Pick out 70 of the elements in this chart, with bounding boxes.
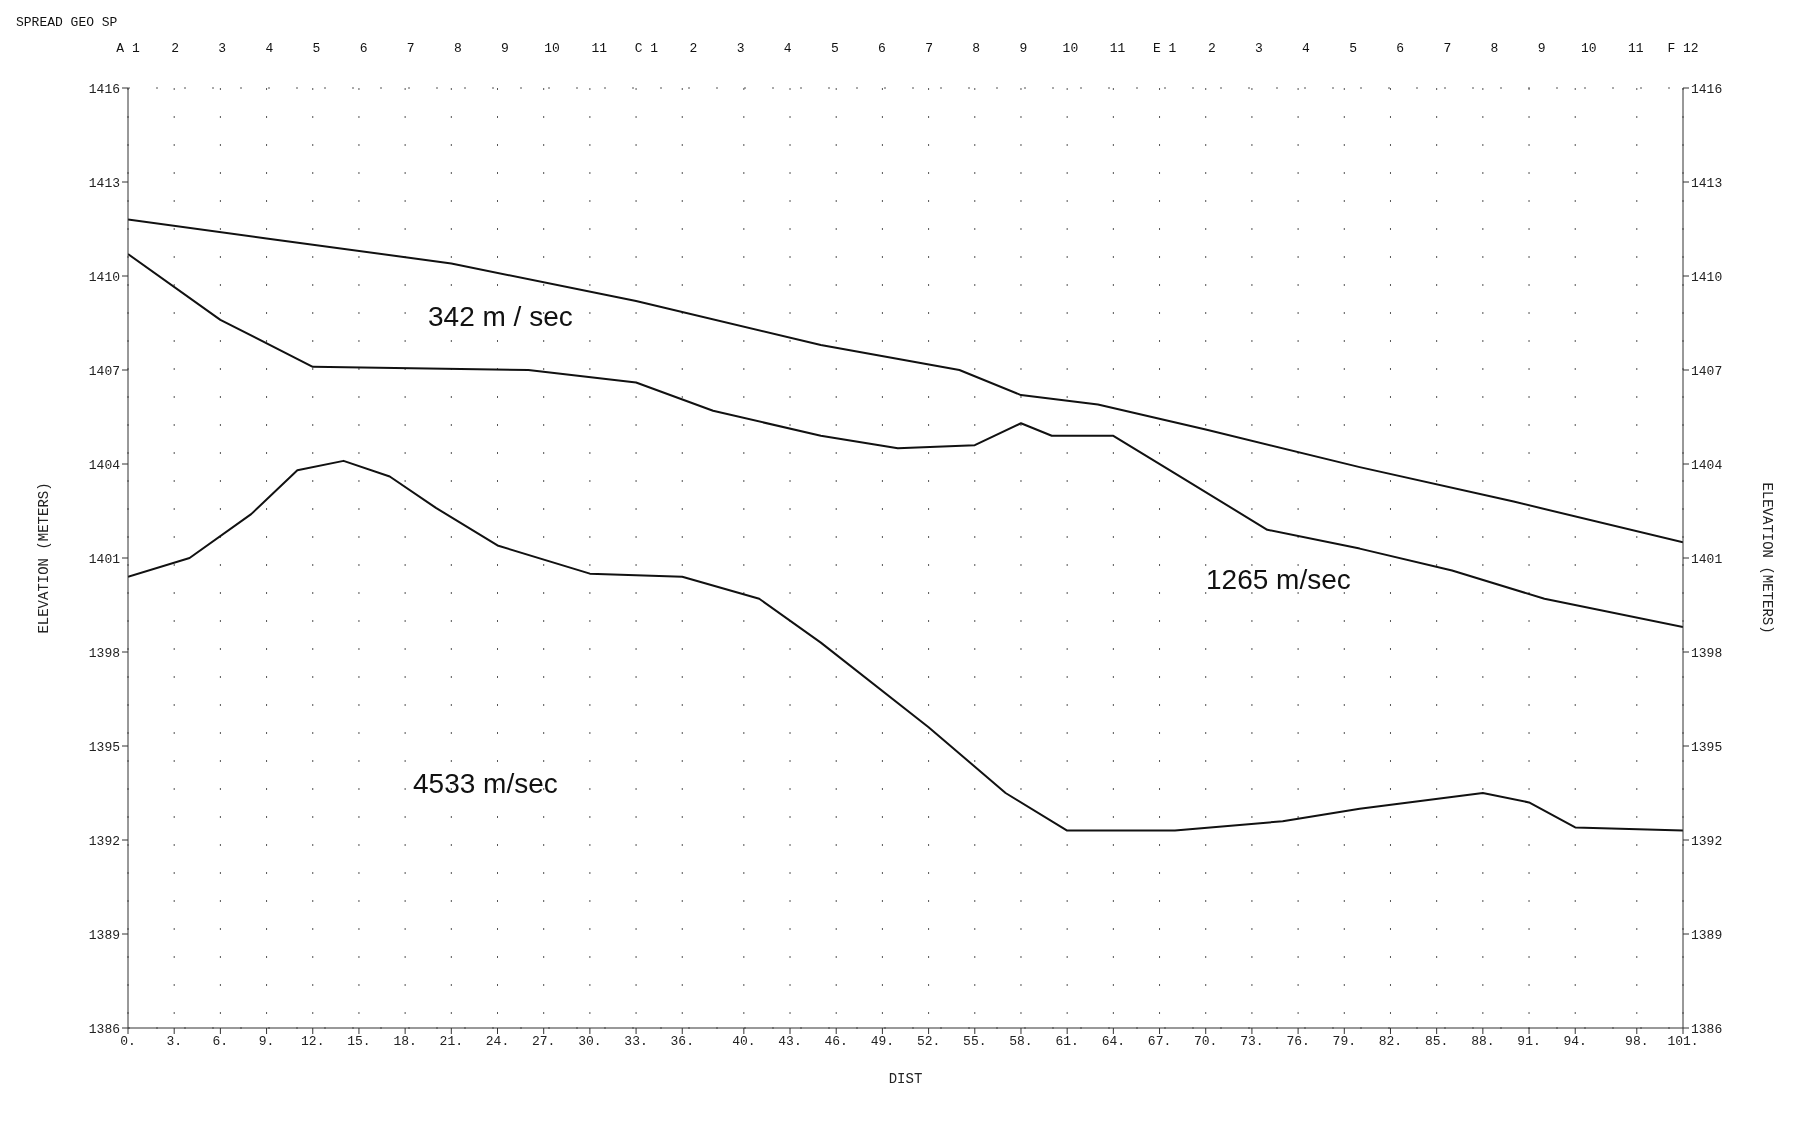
text: C 1 2 3 4 5 6 7 8 9 10 11 [634,41,1126,56]
y-axis-title: ELEVATION (METERS) [35,482,52,634]
text: F 12 [1667,41,1699,56]
x-tick-label: 46. [824,1034,848,1050]
y2-tick-label: 1389 [1691,927,1723,943]
y2-tick-label: 1404 [1691,457,1723,473]
y-tick-label: 1398 [88,645,120,661]
text: E 1 2 3 4 5 6 7 8 9 10 11 [1152,41,1644,56]
x-tick-label: 64. [1101,1034,1126,1050]
x-tick-label: 101. [1667,1034,1699,1050]
y-tick-label: 1407 [88,363,120,379]
line-series [128,253,1683,628]
x-tick-label: 24. [485,1034,510,1050]
y-tick-label: 1416 [88,81,120,97]
x-tick-label: 67. [1147,1034,1172,1050]
line-series [128,218,1683,544]
x-tick-label: 82. [1378,1034,1403,1050]
y2-tick-label: 1392 [1691,833,1723,849]
y2-axis-title: ELEVATION (METERS) [1759,482,1776,634]
x-tick-label: 88. [1471,1034,1495,1050]
annotation: 4533 m/sec [413,768,558,799]
x-tick-label: 85. [1424,1034,1449,1050]
x-tick-label: 15. [347,1034,371,1050]
x-tick-label: 0. [120,1034,136,1050]
y2-tick-label: 1386 [1691,1021,1723,1037]
y-tick-label: 1410 [88,269,120,285]
y-tick-label: 1401 [88,551,121,567]
annotation: 342 m / sec [428,301,573,332]
x-tick-label: 27. [531,1034,556,1050]
x-tick-label: 91. [1517,1034,1541,1050]
x-tick-label: 55. [963,1034,987,1050]
x-axis-title: DIST [888,1071,923,1087]
x-tick-label: 36. [670,1034,694,1050]
annotation: 1265 m/sec [1206,564,1351,595]
x-tick-label: 9. [258,1034,275,1050]
y2-tick-label: 1407 [1691,363,1723,379]
x-tick-label: 33. [624,1034,648,1050]
y-tick-label: 1395 [88,739,120,755]
x-tick-label: 58. [1009,1034,1033,1050]
y2-tick-label: 1416 [1691,81,1723,97]
x-tick-label: 70. [1194,1034,1218,1050]
x-tick-label: 61. [1055,1034,1079,1050]
y-tick-label: 1404 [88,457,121,473]
y2-tick-label: 1410 [1691,269,1723,285]
x-tick-label: 79. [1332,1034,1356,1050]
x-tick-label: 98. [1625,1034,1649,1050]
y-tick-label: 1389 [88,927,120,943]
x-tick-label: 12. [301,1034,325,1050]
y2-tick-label: 1398 [1691,645,1723,661]
x-tick-label: 18. [393,1034,417,1050]
x-tick-label: 21. [439,1034,464,1050]
x-tick-label: 76. [1286,1034,1310,1050]
y2-tick-label: 1395 [1691,739,1723,755]
y2-tick-label: 1401 [1691,551,1723,567]
x-tick-label: 52. [916,1034,941,1050]
text: SPREAD GEO SP [16,15,118,30]
x-tick-label: 94. [1563,1034,1587,1050]
y-tick-label: 1386 [88,1021,120,1037]
x-tick-label: 30. [578,1034,602,1050]
x-tick-label: 43. [778,1034,802,1050]
x-tick-label: 3. [166,1034,182,1050]
y-tick-label: 1392 [88,833,120,849]
x-tick-label: 73. [1240,1034,1264,1050]
y-tick-label: 1413 [88,175,120,191]
line-series [128,459,1683,832]
x-tick-label: 40. [732,1034,756,1050]
y2-tick-label: 1413 [1691,175,1723,191]
x-tick-label: 49. [870,1034,895,1050]
text: A 1 2 3 4 5 6 7 8 9 10 11 [116,41,608,56]
x-tick-label: 6. [212,1034,229,1050]
